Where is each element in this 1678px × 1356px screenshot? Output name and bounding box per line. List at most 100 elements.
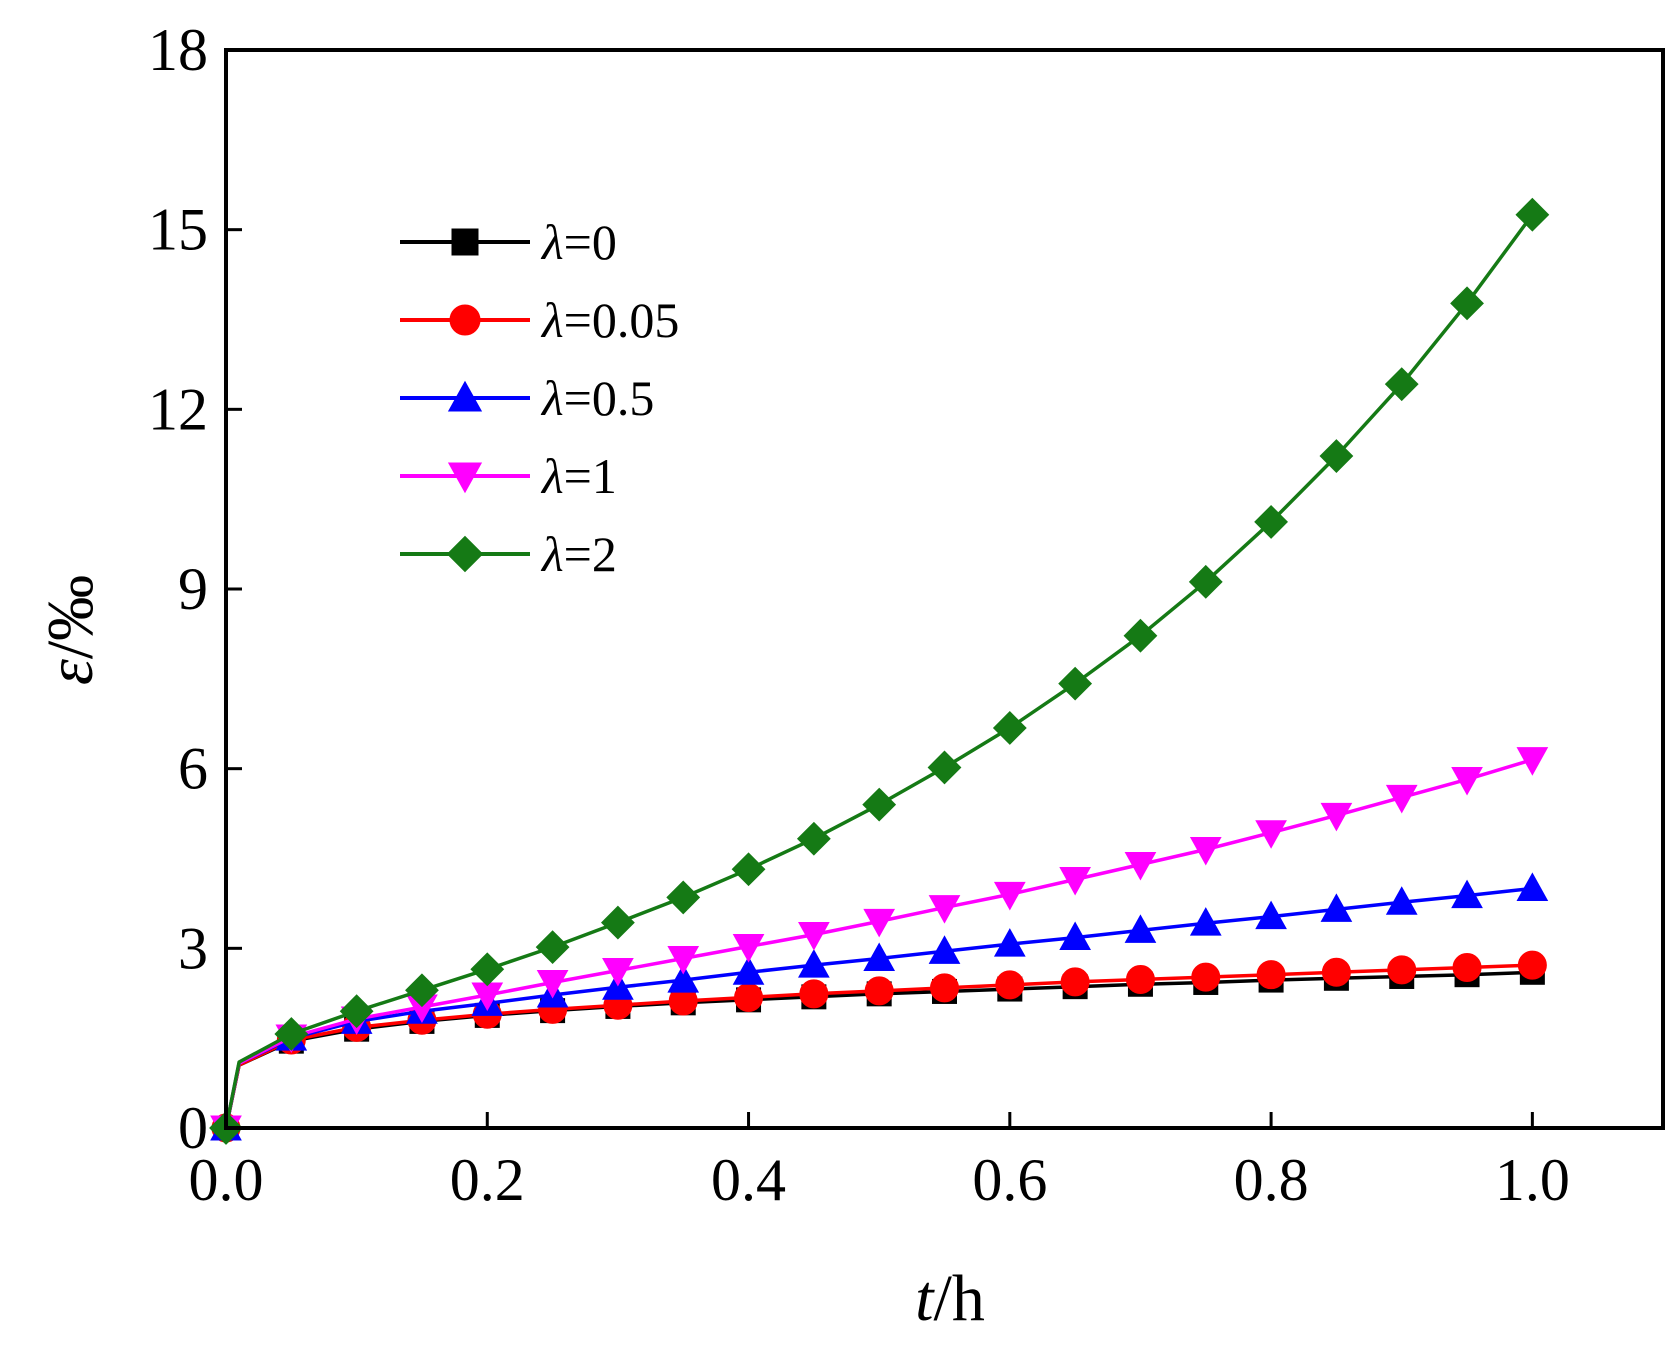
data-point-diamond [405,973,439,1008]
x-axis-title: t/h [915,1262,985,1335]
data-point-diamond [274,1017,309,1051]
series-line [224,213,1534,1129]
legend-symbol: λ [540,214,564,270]
data-point-circle [734,982,764,1012]
legend-value: =2 [564,526,617,582]
data-point-circle [799,979,829,1009]
y-tick-label: 6 [178,736,208,802]
data-point-triangle-down [928,895,961,924]
data-point-diamond [1515,197,1550,232]
data-point-triangle-up [993,928,1026,957]
legend-label: λ=0 [540,214,617,270]
data-point-diamond [1450,286,1484,321]
legend-item: λ=1 [400,448,617,504]
y-tick-label: 0 [178,1095,208,1161]
x-axis-unit: /h [934,1262,985,1335]
data-point-diamond [731,852,766,887]
data-point-circle [1452,952,1482,982]
plot-frame [224,48,1665,1130]
y-axis-title: ε/‰ [34,575,107,685]
data-point-diamond [1254,505,1288,539]
data-point-triangle-down [1385,784,1418,814]
data-point-circle [1191,962,1221,992]
data-point-diamond [339,994,374,1029]
series-line [224,963,1533,1129]
data-point-diamond [470,952,505,987]
data-point-triangle-up [1189,907,1222,936]
y-tick-label: 15 [148,197,208,263]
data-point-triangle-up [1059,921,1091,951]
data-point-triangle-up [798,949,830,978]
data-point-triangle-down [1255,820,1287,849]
legend-symbol: λ [540,370,564,426]
data-point-triangle-up [1124,914,1157,943]
data-point-diamond [666,880,701,915]
data-point-circle [1060,967,1090,997]
legend-label: λ=1 [540,448,617,504]
data-point-triangle-up [1385,886,1418,915]
data-point-triangle-up [1516,872,1549,901]
data-point-triangle-down [798,922,830,951]
x-tick-label: 0.4 [711,1147,786,1213]
y-axis-unit: /‰ [34,575,107,659]
data-point-triangle-up [732,956,765,985]
data-point-triangle-up [863,942,896,972]
data-point-triangle-up [1451,879,1483,909]
legend-item: λ=2 [400,526,617,582]
series-line [224,758,1533,1129]
legend-item: λ=0 [400,214,617,270]
data-point-circle [1256,960,1286,990]
data-point-triangle-down [1451,766,1483,796]
data-point-triangle-down [1320,802,1353,832]
data-point-triangle-up [667,964,700,993]
legend-symbol: λ [540,292,564,348]
data-point-square [451,228,479,256]
data-point-diamond [862,787,897,822]
y-tick-label: 12 [148,376,208,442]
legend-value: =0 [564,214,617,270]
series-line [224,886,1533,1129]
legend-label: λ=0.5 [540,370,654,426]
data-point-diamond [1384,367,1419,402]
data-point-circle [1517,950,1547,980]
y-axis-symbol: ε [34,659,107,685]
y-tick-label: 3 [178,915,208,981]
data-point-diamond [927,750,962,785]
legend: λ=0λ=0.05λ=0.5λ=1λ=2 [400,214,679,582]
data-point-circle [995,970,1025,1000]
y-tick-label: 9 [178,556,208,622]
legend-value: =1 [564,448,617,504]
data-point-diamond [535,930,570,965]
data-point-diamond [601,905,635,940]
data-point-triangle-down [536,969,569,999]
data-point-triangle-down [447,462,483,494]
x-tick-label: 0.2 [450,1147,525,1213]
legend-symbol: λ [540,526,564,582]
data-point-diamond [1188,564,1223,599]
data-point-diamond [446,535,484,573]
legend-label: λ=2 [540,526,617,582]
data-point-triangle-up [1255,900,1287,930]
legend-symbol: λ [540,448,564,504]
series-1 [211,950,1547,1143]
data-point-triangle-up [1320,893,1353,922]
legend-value: =0.05 [564,292,680,348]
data-point-circle [864,976,894,1006]
data-point-triangle-up [928,935,961,964]
x-tick-label: 0.8 [1234,1147,1309,1213]
y-tick-label: 18 [148,17,208,83]
legend-item: λ=0.05 [400,292,679,348]
x-tick-label: 0.0 [189,1147,264,1213]
data-point-triangle-down [602,957,634,987]
data-point-circle [1321,957,1351,987]
data-point-circle [930,973,959,1003]
data-point-diamond [1123,618,1158,653]
data-point-circle [1125,964,1155,994]
plot-area [209,197,1550,1145]
data-point-triangle-down [667,946,700,975]
data-point-circle [1387,955,1417,985]
legend-value: =0.5 [564,370,655,426]
data-point-diamond [796,821,831,856]
legend-label: λ=0.05 [540,292,679,348]
